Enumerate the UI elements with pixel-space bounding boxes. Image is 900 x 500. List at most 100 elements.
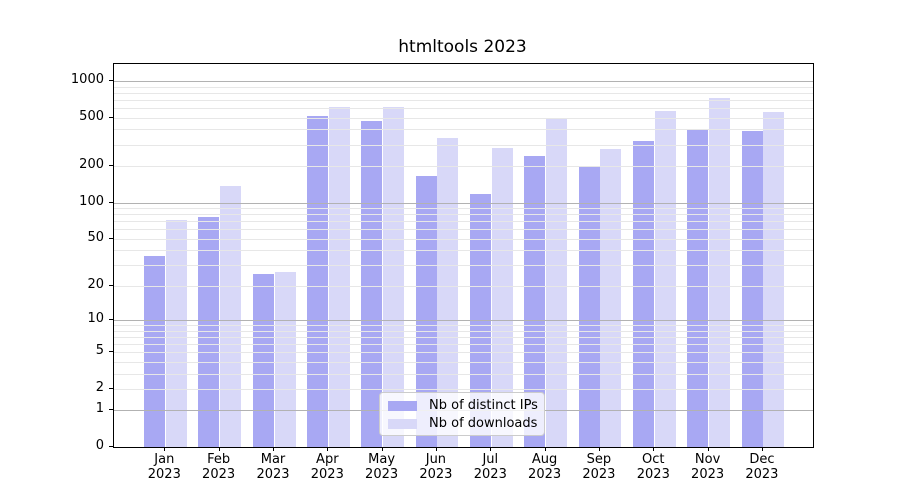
y-tick-label-500: 500 — [79, 108, 104, 124]
bar-jan-distinct-ips — [144, 255, 165, 447]
y-tick-label-0: 0 — [95, 438, 104, 453]
y-tick-label-100: 100 — [79, 193, 104, 209]
minor-gridline-300 — [114, 144, 813, 146]
x-tick-mark-may — [381, 447, 383, 451]
bar-jul-downloads — [491, 148, 513, 447]
bar-aug-downloads — [546, 119, 568, 447]
x-tick-mark-oct — [653, 447, 655, 451]
bar-mar-downloads — [274, 272, 296, 447]
bar-jun-distinct-ips — [415, 175, 437, 447]
y-tick-label-200: 200 — [79, 157, 104, 172]
x-tick-label-sep: Sep 2023 — [582, 452, 616, 482]
bar-sep-distinct-ips — [578, 167, 600, 447]
minor-gridline-9 — [114, 325, 813, 326]
minor-gridline-8 — [114, 330, 813, 332]
x-tick-label-jul: Jul 2023 — [473, 452, 507, 482]
minor-gridline-400 — [114, 129, 813, 131]
chart-title: htmltools 2023 — [398, 37, 527, 57]
x-tick-mark-jul — [490, 447, 492, 451]
bar-nov-downloads — [709, 98, 731, 447]
y-tick-mark-200 — [109, 165, 113, 166]
legend-item-distinct-ips: Nb of distinct IPs — [388, 398, 538, 413]
x-tick-mark-dec — [761, 447, 763, 451]
y-tick-label-50: 50 — [87, 229, 104, 245]
y-tick-label-1000: 1000 — [70, 71, 104, 87]
plot-area: Nb of distinct IPs Nb of downloads — [113, 63, 814, 448]
bar-apr-distinct-ips — [307, 115, 328, 447]
minor-gridline-40 — [114, 250, 813, 252]
minor-gridline-200 — [114, 166, 813, 167]
minor-gridline-50 — [114, 238, 813, 240]
x-tick-label-nov: Nov 2023 — [691, 452, 725, 482]
y-tick-mark-2 — [109, 387, 113, 389]
minor-gridline-500 — [114, 117, 813, 119]
major-gridline-10 — [114, 320, 813, 321]
x-tick-label-apr: Apr 2023 — [310, 452, 344, 482]
y-tick-mark-5 — [109, 351, 113, 353]
x-tick-mark-nov — [707, 447, 709, 451]
minor-gridline-700 — [114, 99, 813, 101]
legend-label-distinct-ips: Nb of distinct IPs — [429, 398, 538, 413]
minor-gridline-900 — [114, 86, 813, 88]
bar-oct-downloads — [654, 110, 676, 447]
grid-layer — [114, 64, 813, 447]
x-tick-mark-sep — [598, 447, 600, 451]
y-tick-mark-500 — [109, 116, 113, 118]
y-tick-mark-100 — [109, 201, 113, 203]
minor-gridline-2 — [114, 388, 813, 390]
minor-gridline-5 — [114, 352, 813, 354]
x-tick-label-aug: Aug 2023 — [528, 452, 562, 482]
x-tick-label-may: May 2023 — [365, 452, 399, 482]
minor-gridline-20 — [114, 285, 813, 287]
x-tick-label-feb: Feb 2023 — [202, 452, 236, 482]
minor-gridline-70 — [114, 221, 813, 223]
x-tick-mark-jan — [164, 447, 166, 451]
minor-gridline-7 — [114, 336, 813, 338]
y-tick-mark-20 — [109, 284, 113, 286]
minor-gridline-600 — [114, 108, 813, 109]
legend-swatch-distinct-ips — [388, 400, 417, 411]
y-tick-label-10: 10 — [87, 311, 104, 326]
y-tick-label-20: 20 — [87, 276, 104, 292]
minor-gridline-3 — [114, 373, 813, 375]
bar-oct-distinct-ips — [633, 141, 654, 447]
minor-gridline-30 — [114, 265, 813, 267]
y-tick-mark-10 — [109, 319, 113, 320]
bar-jan-downloads — [165, 220, 187, 447]
major-gridline-1000 — [114, 80, 813, 82]
x-tick-mark-mar — [273, 447, 274, 451]
bar-dec-distinct-ips — [741, 130, 763, 447]
bar-sep-downloads — [600, 149, 622, 447]
y-tick-label-5: 5 — [95, 343, 104, 359]
minor-gridline-80 — [114, 214, 813, 216]
x-tick-mark-feb — [218, 447, 220, 451]
x-tick-mark-jun — [435, 447, 437, 451]
y-tick-mark-50 — [109, 237, 113, 239]
y-tick-mark-1 — [109, 409, 113, 411]
y-tick-mark-0 — [109, 446, 113, 447]
bar-jun-downloads — [437, 138, 459, 447]
legend: Nb of distinct IPs Nb of downloads — [379, 392, 545, 436]
x-tick-label-dec: Dec 2023 — [745, 452, 779, 482]
bar-mar-distinct-ips — [252, 274, 274, 447]
minor-gridline-60 — [114, 229, 813, 231]
major-gridline-100 — [114, 202, 813, 204]
minor-gridline-800 — [114, 92, 813, 94]
y-tick-label-1: 1 — [95, 401, 104, 417]
x-tick-label-mar: Mar 2023 — [256, 452, 290, 482]
x-tick-mark-apr — [327, 447, 329, 451]
minor-gridline-6 — [114, 343, 813, 345]
x-tick-label-jun: Jun 2023 — [419, 452, 453, 482]
minor-gridline-4 — [114, 361, 813, 363]
minor-gridline-90 — [114, 208, 813, 209]
x-tick-mark-aug — [544, 447, 546, 451]
y-tick-label-2: 2 — [95, 379, 104, 395]
y-tick-mark-1000 — [109, 79, 113, 81]
bar-dec-downloads — [763, 111, 785, 447]
x-tick-label-jan: Jan 2023 — [147, 452, 181, 482]
legend-label-downloads: Nb of downloads — [429, 416, 538, 431]
bar-may-distinct-ips — [361, 120, 383, 447]
legend-swatch-downloads — [388, 418, 417, 429]
x-tick-label-oct: Oct 2023 — [636, 452, 670, 482]
